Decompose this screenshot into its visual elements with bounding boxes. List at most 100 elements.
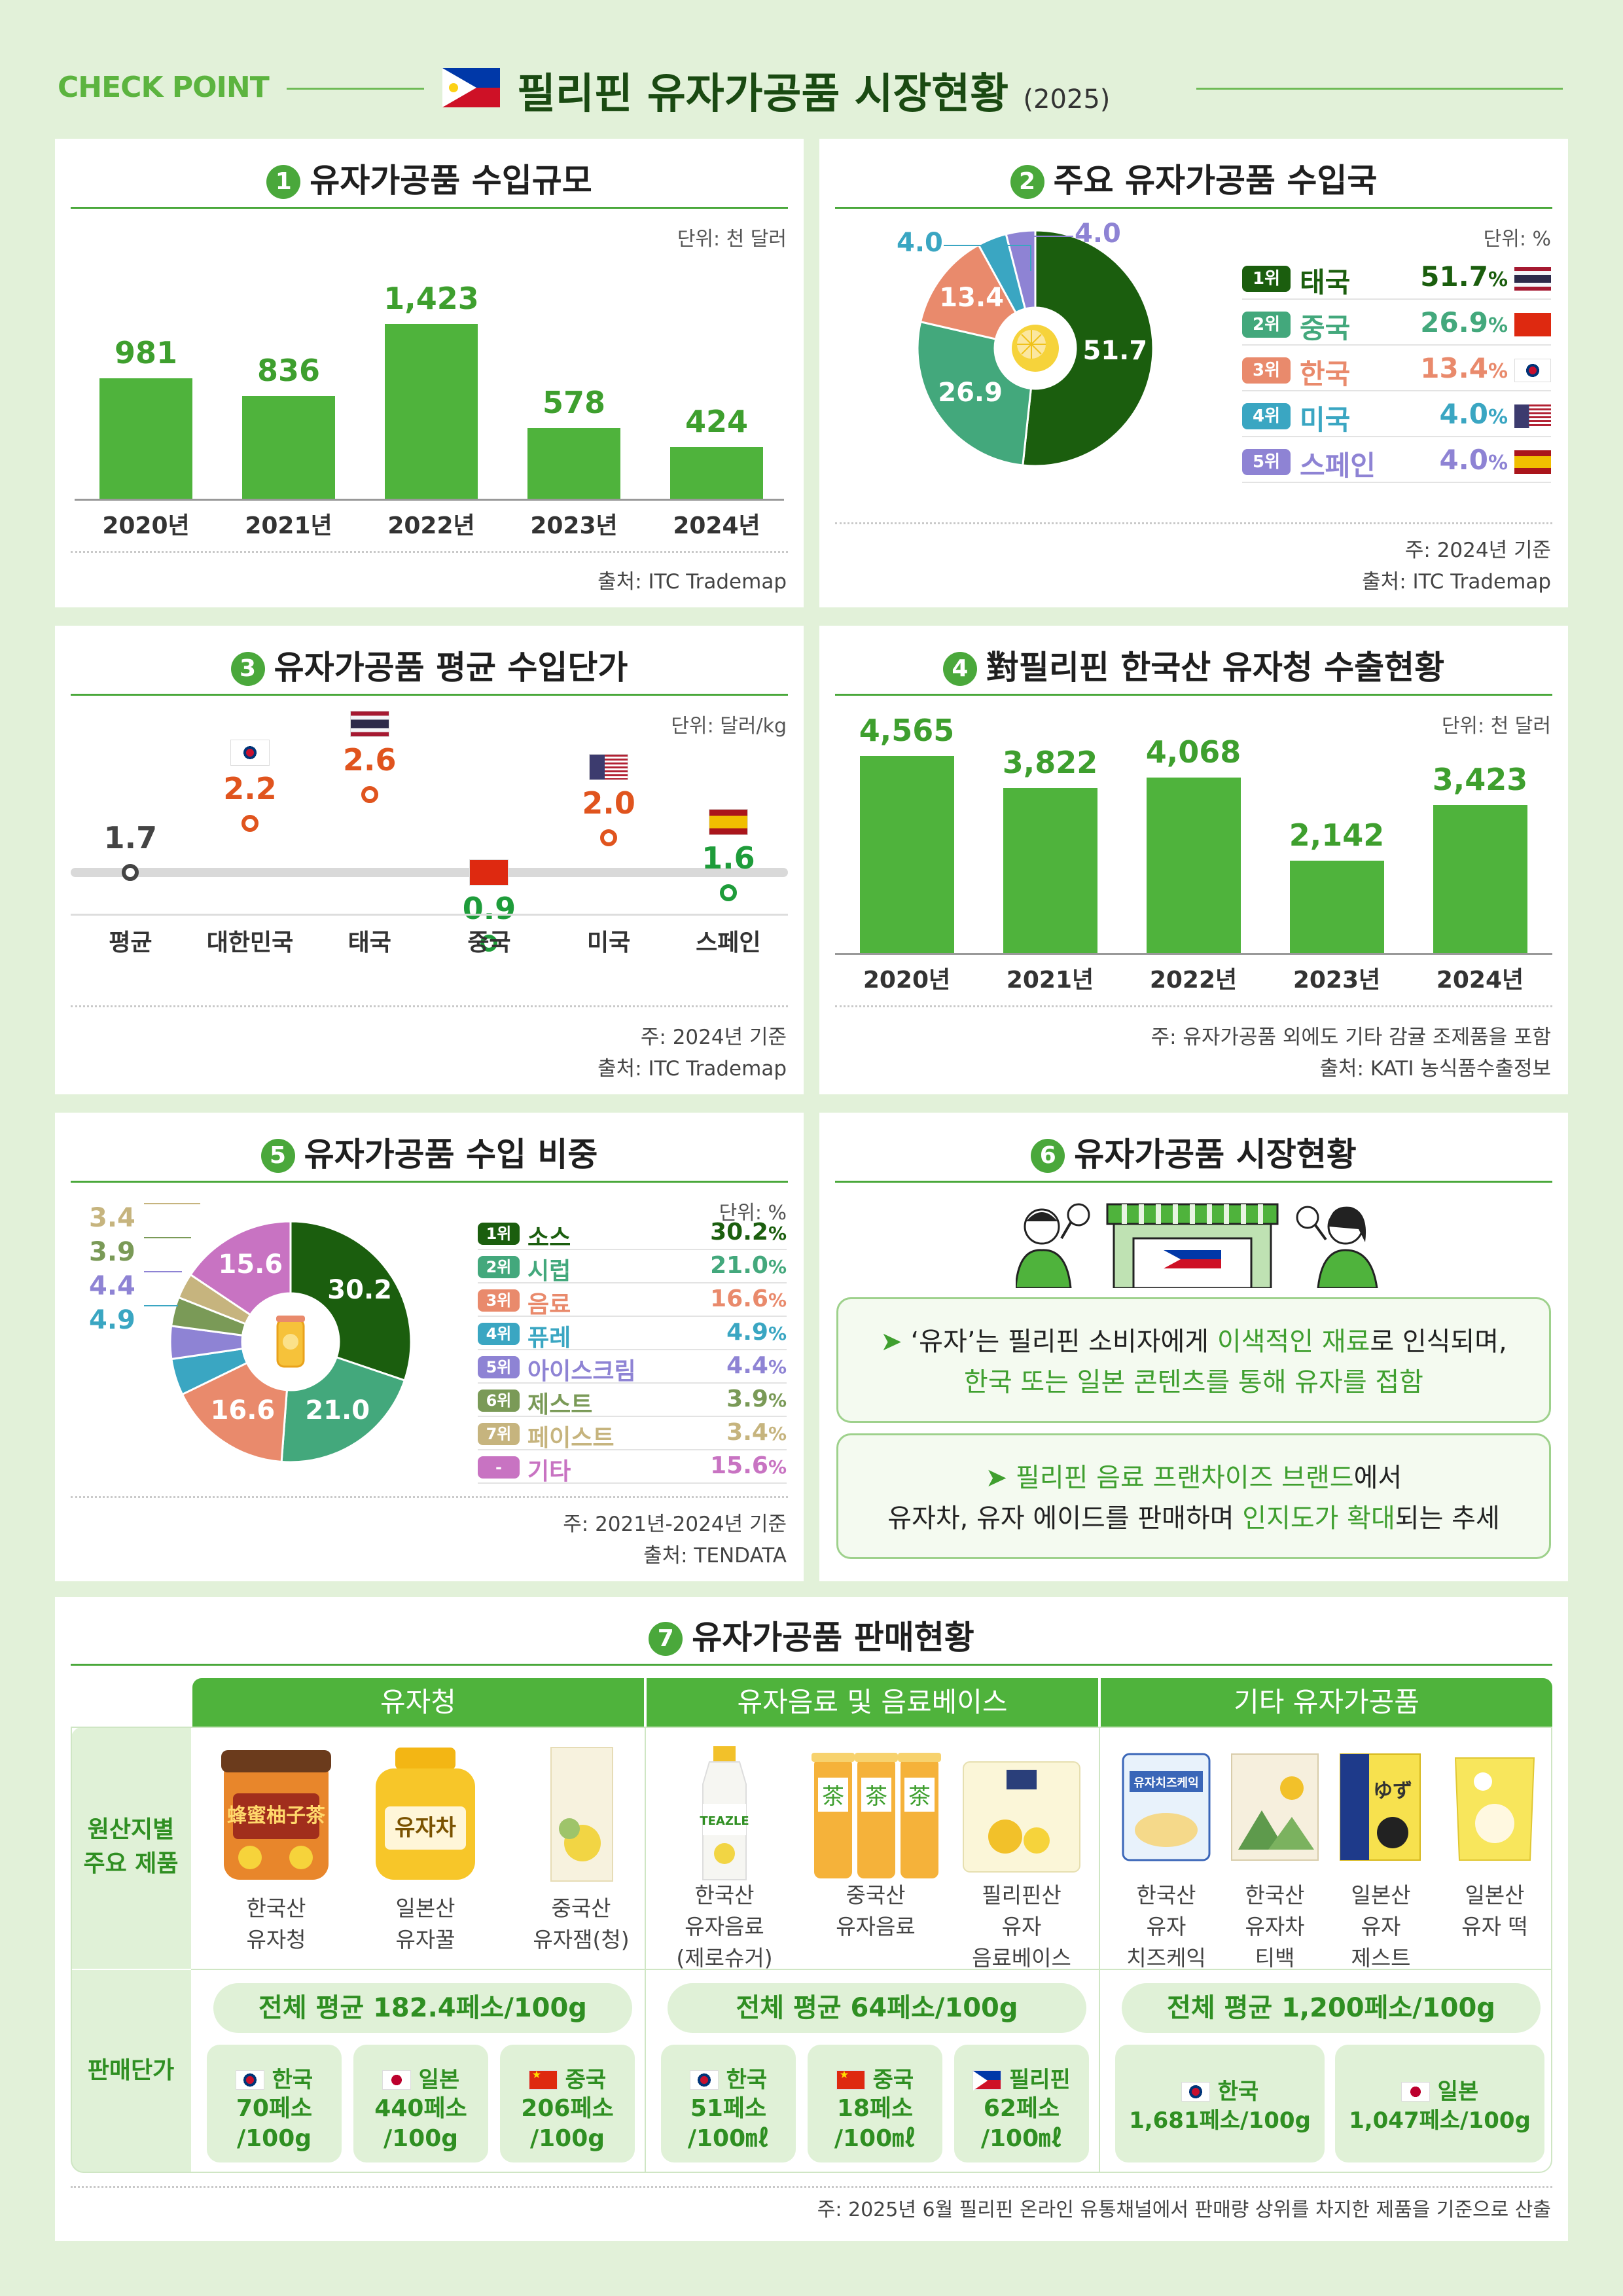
legend-value: 4.9% (726, 1319, 787, 1346)
legend-row: 5위 스페인 4.0% (1242, 441, 1551, 483)
svg-text:茶: 茶 (865, 1784, 887, 1810)
legend-value-number: 30.2 (710, 1219, 768, 1246)
x-tick-label: 미국 (587, 929, 631, 956)
legend-value-number: 3.4 (726, 1419, 768, 1446)
legend-name: 소스 (527, 1225, 571, 1251)
rank-badge: 2위 (1242, 312, 1291, 338)
bar (1003, 787, 1097, 953)
value-label: 2.2 (223, 771, 277, 806)
bar (1146, 777, 1241, 953)
panel-title-text: 유자가공품 판매현황 (692, 1619, 974, 1657)
legend-value-number: 4.0 (1439, 398, 1488, 430)
legend-name: 미국 (1300, 404, 1351, 436)
card2-highlight-b: 인지도가 확대 (1242, 1503, 1395, 1534)
legend-name: 태국 (1300, 266, 1351, 298)
legend-value: 21.0% (710, 1252, 787, 1279)
bar (1289, 860, 1384, 953)
legend: 1위 소스 30.2% 2위 시럽 21.0% 3위 음료 16.6% 4위 퓨레 4.9% 5위 아이스… (478, 1217, 787, 1492)
title-underline (835, 207, 1552, 209)
bar (527, 427, 620, 499)
leader-line (144, 1305, 178, 1306)
title-underline (835, 694, 1552, 696)
x-tick-label: 2022년 (1149, 967, 1238, 994)
legend-value: 4.0% (1440, 444, 1508, 476)
product-label: 한국산 유자 치즈케익 (1126, 1882, 1206, 1971)
basis-note: 주: 유자가공품 외에도 기타 감귤 조제품을 포함 (1150, 1026, 1551, 1049)
korea-flag-icon (689, 2070, 719, 2090)
bar-value-label: 3,423 (1432, 762, 1528, 798)
price-country: 중국 (872, 2067, 914, 2093)
legend-value-pct: % (1488, 406, 1508, 429)
product-image-japanese-mochi (1449, 1751, 1541, 1863)
legend-value-pct: % (768, 1223, 787, 1244)
bar-value-label: 4,565 (859, 712, 955, 748)
svg-text:茶: 茶 (908, 1784, 931, 1810)
legend-name: 기타 (527, 1458, 571, 1485)
panel-number-badge: 4 (942, 652, 977, 686)
legend-value-pct: % (768, 1289, 787, 1311)
x-axis-line (71, 914, 788, 916)
x-tick-label: 2020년 (863, 967, 951, 994)
legend-value-pct: % (1488, 268, 1508, 291)
insight-card-1-line-2: 한국 또는 일본 콘텐츠를 통해 유자를 접함 (964, 1367, 1423, 1397)
japan-flag-icon (382, 2070, 411, 2090)
usa-flag-icon (1514, 404, 1551, 428)
bar-value-label: 981 (114, 335, 178, 371)
panel-title: 5 유자가공품 수입 비중 (55, 1128, 804, 1175)
x-tick-label: 2020년 (102, 512, 190, 539)
panel-number-badge: 3 (230, 652, 265, 686)
legend-name: 음료 (527, 1291, 571, 1318)
korea-flag-icon (235, 2070, 264, 2090)
panel-import-volume: 1 유자가공품 수입규모 단위: 천 달러 981 2020년 836 2021년 1,4… (55, 139, 804, 607)
product-image-korean-cheesecake: 유자치즈케익 (1120, 1751, 1212, 1863)
slice-value-label: 21.0 (305, 1395, 370, 1426)
thailand-flag-icon (1514, 267, 1551, 291)
unit-label: 단위: % (1483, 228, 1551, 251)
insight-card-1: ➤ ‘유자’는 필리핀 소비자에게 이색적인 재료로 인식되며, 한국 또는 일… (836, 1297, 1551, 1423)
slice-value-label: 13.4 (939, 283, 1004, 314)
legend-value-number: 16.6 (710, 1285, 768, 1312)
legend-row: 6위 제스트 3.9% (478, 1384, 787, 1418)
title-underline (71, 694, 788, 696)
legend: 1위 태국 51.7% 2위 중국 26.9% 3위 한국 13.4% 4위 미국 4.0% 5위 스페인… (1242, 258, 1551, 483)
insight-card-1-line-1: ➤ ‘유자’는 필리핀 소비자에게 이색적인 재료로 인식되며, (838, 1321, 1549, 1362)
value-label: 0.9 (462, 891, 516, 926)
legend-value-pct: % (1488, 314, 1508, 337)
legend-row: - 기타 15.6% (478, 1451, 787, 1485)
source-note: 출처: ITC Trademap (597, 570, 787, 594)
legend-value-number: 21.0 (710, 1252, 768, 1279)
title-underline (71, 1181, 788, 1183)
legend-value-pct: % (768, 1256, 787, 1278)
panel-number-badge: 6 (1031, 1139, 1065, 1173)
row-label-products: 원산지별 주요 제품 (71, 1727, 191, 1969)
legend-name: 제스트 (527, 1391, 593, 1418)
card1-text-c: 로 인식되며, (1370, 1327, 1507, 1357)
leader-line (144, 1271, 182, 1272)
legend-row: 4위 미국 4.0% (1242, 395, 1551, 437)
x-axis-line (75, 499, 784, 501)
china-flag-icon (469, 859, 509, 886)
price-box-japan: 일본 440페소 /100g (353, 2045, 488, 2162)
panel-title-text: 對필리핀 한국산 유자청 수출현황 (986, 649, 1445, 687)
legend-row: 1위 태국 51.7% (1242, 258, 1551, 300)
product-image-chinese-yuzu-drink: 茶茶茶 (810, 1751, 941, 1882)
price-value: 62페소 /100㎖ (980, 2095, 1063, 2152)
legend-value-number: 13.4 (1420, 352, 1488, 384)
korea-flag-icon (230, 740, 270, 766)
panel-title: 1 유자가공품 수입규모 (55, 154, 804, 202)
dot-chart: 1.7 평균 2.2 대한민국 2.6 태국 0.9 중국 2.0 미국 1.6 스페인 (55, 626, 804, 1094)
average-price-pill: 전체 평균 182.4페소/100g (213, 1983, 632, 2033)
panel-sales-status: 7 유자가공품 판매현황 유자청 유자음료 및 음료베이스 기타 유자가공품 원산… (55, 1597, 1568, 2241)
svg-text:茶: 茶 (822, 1784, 844, 1810)
x-tick-label: 2021년 (1006, 967, 1094, 994)
donut-slice (280, 1355, 406, 1463)
price-value: 18페소 /100㎖ (834, 2095, 916, 2152)
x-tick-label: 평균 (109, 929, 152, 956)
product-label: 한국산 유자차 티백 (1245, 1882, 1305, 1971)
divider-dotted (835, 1005, 1552, 1007)
donut-chart (169, 1220, 412, 1463)
legend-name: 한국 (1300, 358, 1351, 390)
legend-name: 중국 (1300, 312, 1351, 344)
legend-value-pct: % (768, 1423, 787, 1444)
panel-number-badge: 2 (1010, 165, 1044, 199)
